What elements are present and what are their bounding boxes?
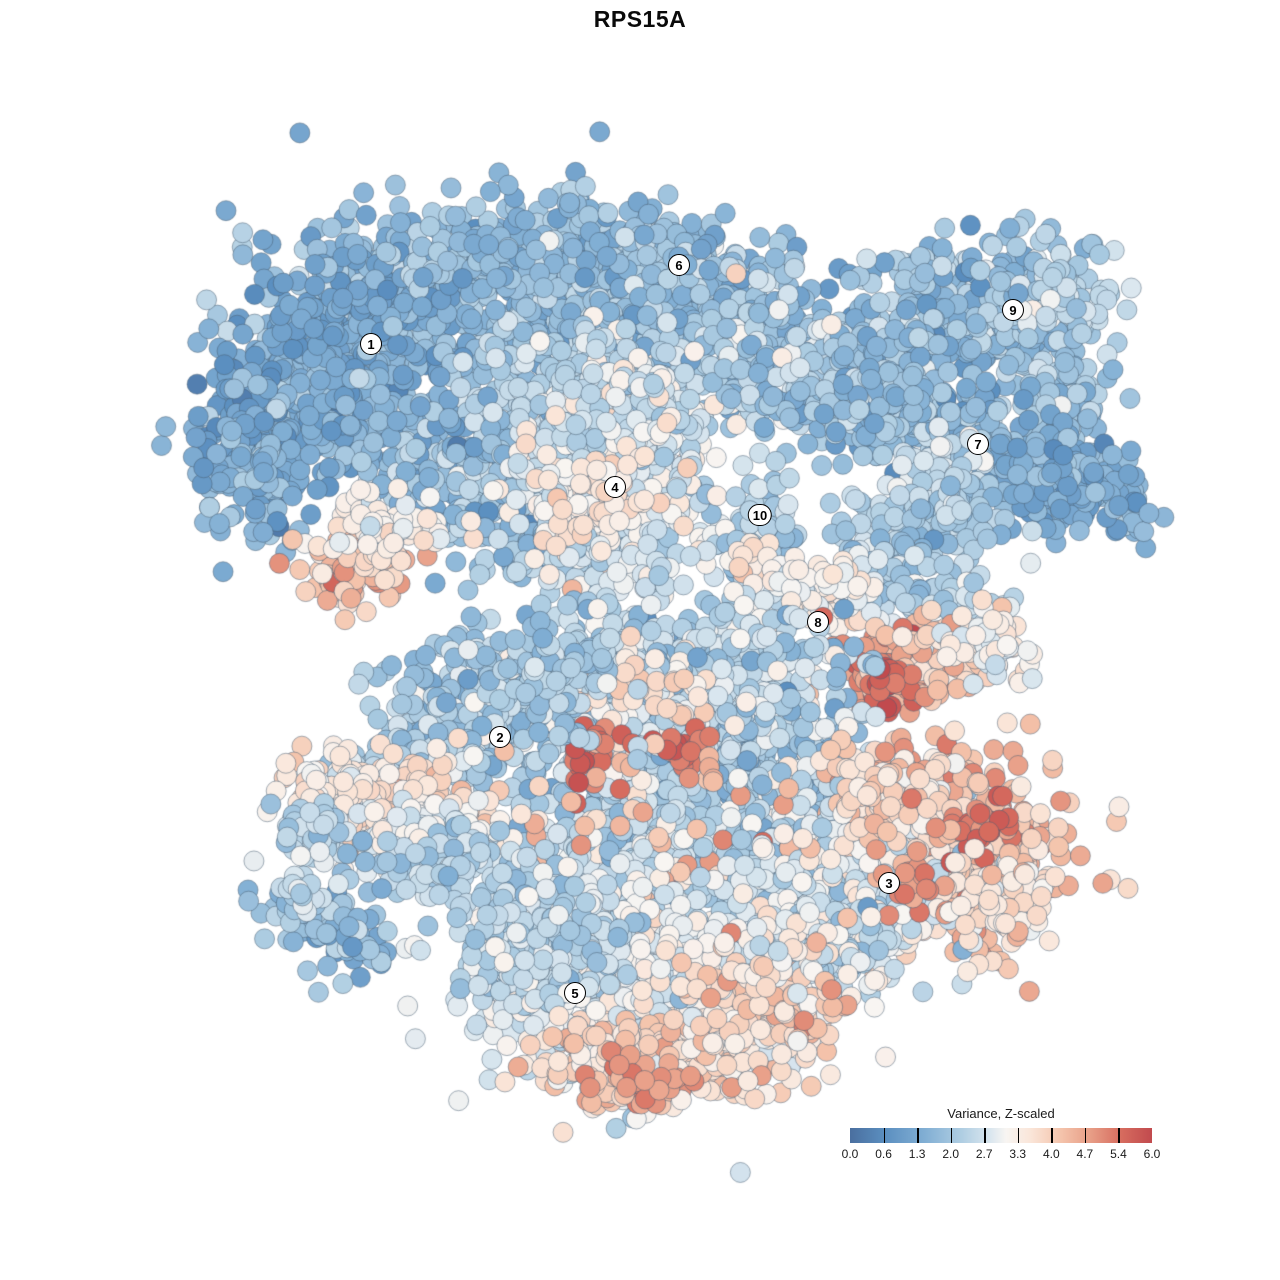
colorbar-tick-0.0: 0.0 xyxy=(841,1147,859,1161)
colorbar-title: Variance, Z-scaled xyxy=(947,1106,1055,1121)
cluster-label-7: 7 xyxy=(967,433,989,455)
colorbar-tick-4.7: 4.7 xyxy=(1076,1147,1094,1161)
colorbar-tickline xyxy=(1084,1128,1087,1143)
colorbar-tick-2.7: 2.7 xyxy=(975,1147,993,1161)
colorbar-tick-2.0: 2.0 xyxy=(942,1147,959,1161)
cluster-label-9: 9 xyxy=(1002,299,1024,321)
cluster-label-1: 1 xyxy=(360,333,382,355)
colorbar-tick-3.3: 3.3 xyxy=(1009,1147,1027,1161)
cluster-label-2: 2 xyxy=(489,726,511,748)
colorbar-tick-6.0: 6.0 xyxy=(1143,1147,1161,1161)
colorbar-tick-1.3: 1.3 xyxy=(908,1147,926,1161)
colorbar-tickline xyxy=(1017,1128,1020,1143)
colorbar-tickline xyxy=(917,1128,919,1143)
colorbar-gradient xyxy=(850,1128,1152,1143)
cluster-label-5: 5 xyxy=(564,982,586,1004)
colorbar-tickline xyxy=(984,1128,986,1143)
colorbar-tickline xyxy=(1118,1128,1120,1143)
colorbar-tickline xyxy=(950,1128,953,1143)
colorbar-tickline xyxy=(883,1128,885,1143)
colorbar-tick-5.4: 5.4 xyxy=(1110,1147,1127,1161)
cluster-label-3: 3 xyxy=(878,872,900,894)
cluster-label-8: 8 xyxy=(807,611,829,633)
colorbar-tick-labels: 0.0 0.6 1.3 2.0 2.7 3.3 4.0 4.7 5.4 6.0 xyxy=(842,1147,1161,1163)
colorbar-legend: Variance, Z-scaled 0.0 0.6 1.3 2.0 2.7 3.3 4.0… xyxy=(842,1106,1161,1163)
cluster-label-6: 6 xyxy=(668,254,690,276)
colorbar-tickline xyxy=(1051,1128,1053,1143)
colorbar-tick-4.0: 4.0 xyxy=(1042,1147,1060,1161)
cluster-label-4: 4 xyxy=(604,476,626,498)
cluster-label-10: 10 xyxy=(747,504,773,526)
colorbar-tick-0.6: 0.6 xyxy=(875,1147,892,1161)
